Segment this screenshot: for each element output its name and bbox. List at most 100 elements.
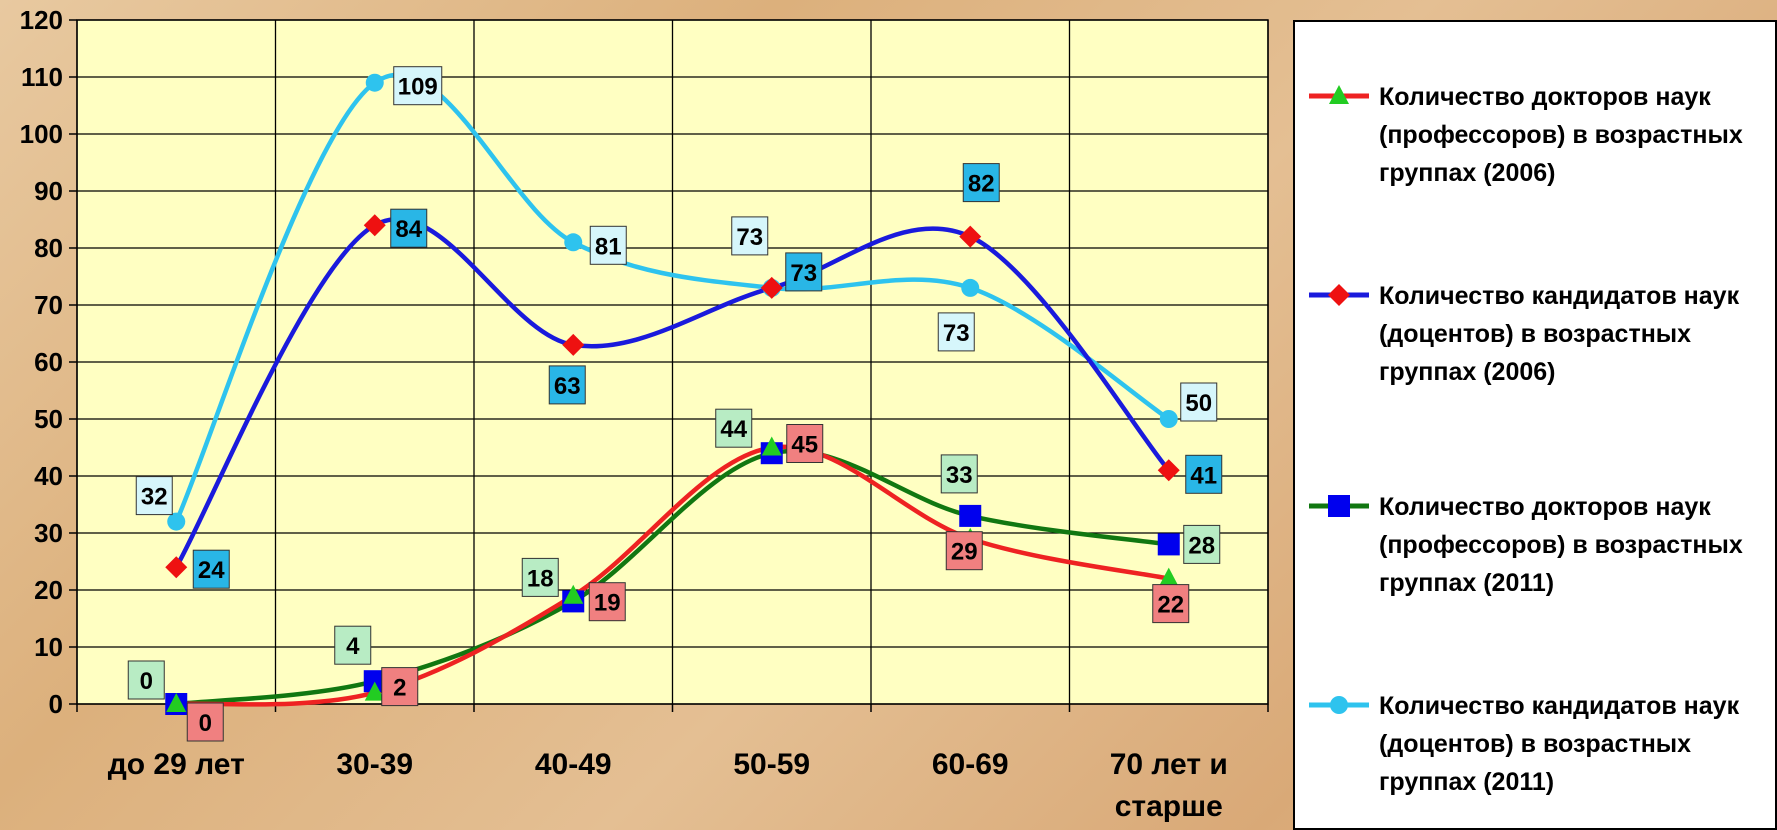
marker-doctors-2011-1 (363, 670, 386, 693)
marker-doctors-2006-2 (563, 584, 584, 604)
y-tick-label: 90 (34, 176, 63, 206)
x-category-label: 30-39 (336, 748, 413, 781)
marker-candidates-2006-1 (363, 214, 386, 237)
legend-label-candidates-2011: Количество кандидатов наук (доцентов) в … (1379, 692, 1740, 796)
svg-text:24: 24 (198, 557, 225, 584)
x-category-label: 60-69 (932, 748, 1009, 781)
data-label-doctors-2006-5: 22 (1152, 584, 1190, 624)
y-tick-label: 100 (20, 119, 63, 149)
x-category-label: 70 лет и старше (1110, 748, 1228, 823)
svg-text:45: 45 (791, 432, 818, 459)
marker-candidates-2011-0 (167, 512, 186, 531)
y-tick-label: 80 (34, 233, 63, 263)
marker-doctors-2006-1 (364, 681, 385, 701)
x-category-label: 50-59 (733, 748, 810, 781)
data-label-candidates-2011-5: 50 (1180, 382, 1218, 422)
svg-text:18: 18 (527, 565, 554, 592)
legend-item-doctors-2011: Количество докторов наук (профессоров) в… (1307, 488, 1775, 618)
svg-text:0: 0 (199, 710, 212, 737)
legend-marker-candidates-2006 (1328, 284, 1350, 306)
data-label-candidates-2006-0: 24 (192, 549, 230, 589)
data-label-doctors-2011-3: 44 (715, 408, 753, 448)
y-tick-label: 40 (34, 461, 63, 491)
data-label-candidates-2011-1: 109 (393, 66, 443, 106)
y-tick-label: 50 (34, 404, 63, 434)
svg-text:33: 33 (946, 462, 973, 489)
svg-text:4: 4 (346, 633, 360, 660)
data-label-doctors-2011-1: 4 (334, 625, 372, 665)
svg-text:109: 109 (398, 74, 438, 101)
svg-text:0: 0 (140, 668, 153, 695)
marker-candidates-2006-5 (1157, 459, 1180, 482)
svg-text:41: 41 (1190, 462, 1217, 489)
svg-text:44: 44 (720, 416, 747, 443)
legend-marker-candidates-2011 (1330, 696, 1348, 714)
svg-text:32: 32 (141, 484, 168, 511)
marker-candidates-2006-0 (165, 556, 188, 579)
svg-text:29: 29 (951, 539, 978, 566)
series-line-doctors-2011 (174, 448, 1171, 707)
marker-doctors-2011-5 (1157, 533, 1180, 556)
legend-item-candidates-2011: Количество кандидатов наук (доцентов) в … (1307, 687, 1775, 817)
legend-label-doctors-2006: Количество докторов наук (профессоров) в… (1379, 83, 1743, 187)
legend-marker-doctors-2006 (1329, 85, 1349, 104)
data-label-candidates-2006-3: 73 (785, 252, 823, 292)
legend-swatch-candidates-2011 (1309, 696, 1369, 714)
data-label-candidates-2006-2: 63 (548, 365, 586, 405)
data-label-doctors-2006-4: 29 (945, 531, 983, 571)
svg-text:2: 2 (393, 675, 406, 702)
legend-item-candidates-2006: Количество кандидатов наук (доцентов) в … (1307, 277, 1775, 407)
svg-text:73: 73 (736, 224, 763, 251)
marker-candidates-2006-3 (760, 276, 783, 299)
marker-doctors-2006-0 (166, 693, 187, 712)
x-axis-categories: до 29 лет 30-39 40-49 50-59 60-69 70 лет и ста… (108, 748, 1228, 823)
data-label-candidates-2006-4: 82 (962, 163, 1000, 203)
data-label-candidates-2011-4: 73 (937, 312, 975, 352)
data-label-doctors-2006-0: 0 (186, 702, 224, 742)
legend-swatch-candidates-2006 (1309, 284, 1369, 306)
legend: Количество докторов наук (профессоров) в… (1293, 20, 1777, 830)
marker-candidates-2006-2 (562, 333, 585, 356)
marker-candidates-2011-1 (365, 73, 384, 92)
data-label-doctors-2006-3: 45 (786, 424, 824, 463)
marker-candidates-2011-4 (961, 278, 980, 297)
svg-text:73: 73 (943, 320, 970, 347)
svg-text:84: 84 (395, 216, 422, 243)
legend-marker-doctors-2011 (1328, 495, 1350, 517)
y-tick-label: 10 (34, 632, 63, 662)
svg-text:19: 19 (594, 590, 621, 617)
svg-text:28: 28 (1188, 532, 1215, 559)
x-category-label: 40-49 (535, 748, 612, 781)
data-label-doctors-2006-1: 2 (381, 667, 419, 707)
data-label-candidates-2006-5: 41 (1185, 454, 1223, 494)
data-label-doctors-2011-0: 0 (127, 660, 165, 700)
svg-text:73: 73 (790, 260, 817, 287)
data-label-doctors-2011-2: 18 (521, 557, 559, 597)
y-tick-label: 70 (34, 290, 63, 320)
x-category-label: до 29 лет (108, 748, 245, 781)
legend-label-doctors-2011: Количество докторов наук (профессоров) в… (1379, 493, 1743, 597)
data-label-doctors-2011-5: 28 (1183, 524, 1221, 564)
legend-swatch-doctors-2011 (1309, 495, 1369, 517)
y-tick-label: 60 (34, 347, 63, 377)
y-tick-label: 110 (21, 62, 63, 92)
svg-text:63: 63 (554, 373, 581, 400)
marker-doctors-2011-4 (959, 504, 982, 527)
svg-text:82: 82 (968, 171, 995, 198)
data-label-doctors-2011-4: 33 (940, 454, 978, 494)
svg-text:81: 81 (595, 233, 622, 260)
data-label-doctors-2006-2: 19 (588, 582, 626, 622)
series-markers (165, 73, 1180, 715)
data-label-candidates-2011-0: 32 (135, 476, 173, 516)
series-line-candidates-2006 (174, 216, 1171, 570)
y-tick-label: 120 (20, 5, 63, 35)
y-tick-label: 0 (49, 689, 63, 719)
series-line-doctors-2006 (174, 444, 1171, 707)
y-tick-label: 30 (34, 518, 63, 548)
data-label-candidates-2006-1: 84 (390, 208, 428, 248)
marker-doctors-2006-3 (761, 436, 782, 456)
marker-candidates-2011-5 (1159, 410, 1178, 428)
data-labels: 0 2 19 45 29 22 24 84 63 73 82 41 0 4 18 44 33 28 32 109 81 7… (127, 66, 1223, 742)
